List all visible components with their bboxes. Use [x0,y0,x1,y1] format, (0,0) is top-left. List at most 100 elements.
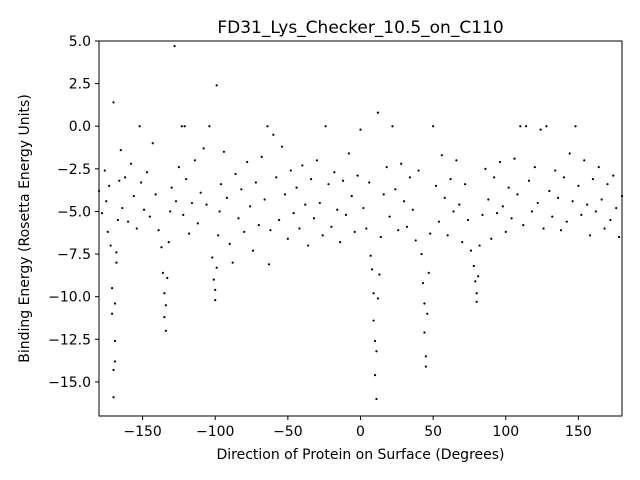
data-point [481,213,484,216]
data-point [312,217,316,220]
y-tick-label: 0.0 [69,119,91,135]
x-tick-label: 50 [424,424,442,440]
data-point [597,166,600,169]
data-point [397,229,400,232]
data-point [501,205,504,208]
data-point [472,264,475,268]
data-point [443,196,446,199]
data-point [359,128,362,131]
data-point [164,329,167,332]
data-point [565,220,568,223]
data-point [275,176,278,179]
data-point [177,166,180,169]
data-point [484,167,487,170]
data-point [138,125,141,128]
data-point [612,174,615,177]
data-point [539,128,542,131]
data-point [212,278,215,281]
data-point [580,213,583,216]
data-point [446,234,449,237]
data-point [469,249,473,252]
data-point [609,218,612,222]
data-point [588,234,592,237]
data-point [551,215,554,218]
y-axis-ticks: 5.0 2.5 0.0 −2.5 −5.0 −7.5 −10.0 −12.5 −15.0 [48,34,99,391]
data-point [190,201,194,205]
data-point [193,159,196,162]
data-point [310,177,313,181]
x-tick-label: 0 [356,424,365,440]
data-point [423,302,426,305]
data-point [135,227,138,230]
y-tick-label: −7.5 [57,247,91,263]
data-point [394,188,397,191]
data-point [295,186,298,189]
data-point [475,300,478,303]
data-point [257,223,260,227]
data-point [166,276,169,280]
data-point [169,210,172,213]
y-tick-label: 5.0 [69,34,91,50]
data-point [461,241,464,244]
x-tick-label: −100 [196,424,234,440]
data-point [556,196,560,199]
data-point [474,280,477,283]
data-point [112,101,115,104]
data-point [219,183,223,186]
data-point [408,176,411,179]
data-point [594,210,597,213]
data-point [333,171,336,174]
data-point [562,176,565,179]
data-point [109,244,112,247]
data-point [240,188,243,191]
data-point [113,360,117,363]
data-point [115,261,118,264]
data-point [266,125,269,128]
data-point [353,230,356,234]
data-point [414,239,417,242]
data-point [110,287,114,290]
data-point [536,201,539,205]
data-point [458,203,461,206]
data-point [163,316,166,319]
data-point [174,200,178,203]
data-point [324,125,327,128]
data-point [110,312,114,315]
data-point [115,251,118,254]
data-point [254,181,257,184]
data-point [478,244,481,247]
data-point [466,218,470,222]
data-point [356,174,359,177]
data-point [246,160,249,164]
data-point [307,244,310,247]
data-point [347,152,350,155]
data-point [113,302,117,305]
data-point [437,220,441,223]
data-point [298,227,301,230]
data-point [160,246,163,249]
data-point [225,196,228,199]
data-point [533,166,536,169]
data-point [267,263,271,266]
data-point [554,169,557,172]
data-point [217,234,220,237]
data-point [530,210,534,213]
x-axis-ticks: −150 −100 −50 0 50 100 150 [123,416,592,440]
data-point [145,171,149,174]
data-point [571,200,574,203]
data-point [371,268,374,271]
data-point [121,206,124,210]
data-point [167,241,170,244]
data-point [272,133,275,136]
data-point [228,242,231,245]
data-point [330,225,333,228]
data-point [112,368,115,372]
data-point [126,220,130,223]
x-tick-label: −50 [273,424,303,440]
data-point [617,235,621,239]
data-point [142,208,146,211]
data-point [382,193,385,196]
data-point [243,230,246,234]
data-point [151,142,154,145]
data-point [211,256,214,259]
